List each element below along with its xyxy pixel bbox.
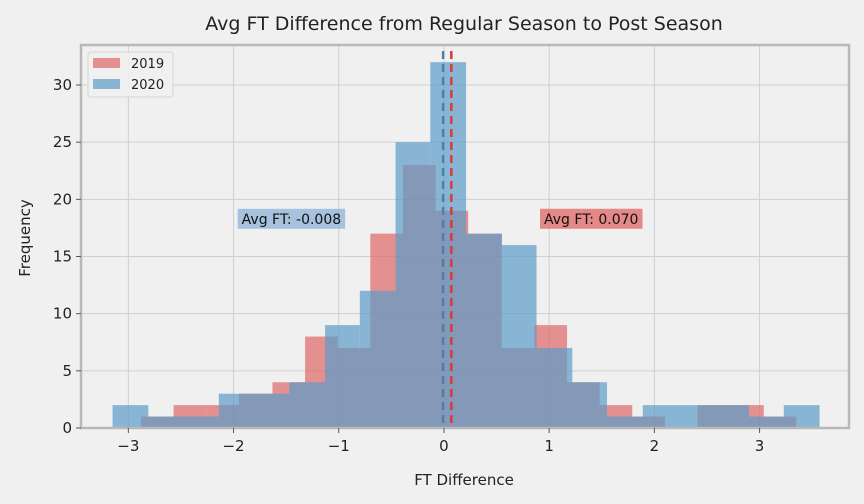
annotation-box <box>540 208 643 229</box>
bar-2020 <box>607 416 643 428</box>
y-tick-label: 30 <box>53 76 72 94</box>
bar-2020 <box>253 393 290 428</box>
annotation-0: Avg FT: -0.008 <box>237 208 346 229</box>
legend-swatch-2020 <box>93 79 120 89</box>
y-tick-label: 15 <box>53 248 72 266</box>
annotation-1: Avg FT: 0.070 <box>540 208 643 229</box>
bar-2020 <box>289 382 326 428</box>
x-tick-label: 2 <box>650 437 660 455</box>
x-axis-title: FT Difference <box>414 471 514 489</box>
x-axis-ticks: −3 −2 −1 0 1 2 3 <box>117 428 764 455</box>
y-tick-label: 0 <box>62 419 72 437</box>
bar-2020 <box>395 142 431 428</box>
x-tick-label: −3 <box>117 437 139 455</box>
bar-2020 <box>218 393 254 428</box>
bar-2020 <box>642 405 678 428</box>
bar-2020 <box>536 347 573 428</box>
x-tick-label: 1 <box>544 437 554 455</box>
plot-area: Avg FT: -0.008 Avg FT: 0.070−3 −2 −1 0 1 2 3051… <box>53 43 851 455</box>
series-2020 <box>112 62 820 428</box>
legend-label: 2020 <box>131 78 164 93</box>
y-tick-label: 25 <box>53 133 72 151</box>
bar-2020 <box>713 405 750 428</box>
bar-2020 <box>359 290 396 428</box>
bar-2020 <box>183 416 219 428</box>
bar-2020 <box>501 245 537 428</box>
bar-2020 <box>325 325 360 428</box>
y-axis-ticks: 0 5 10 15 20 25 30 <box>53 76 81 437</box>
bar-2020 <box>112 405 149 428</box>
y-tick-label: 20 <box>53 190 72 208</box>
bar-2020 <box>572 382 608 428</box>
x-tick-label: −1 <box>328 437 350 455</box>
bar-2020 <box>430 62 467 428</box>
legend: 2019 2020 <box>87 51 174 98</box>
bar-2020 <box>783 405 820 428</box>
bar-2020 <box>148 416 184 428</box>
bar-2020 <box>466 233 502 428</box>
x-tick-label: 3 <box>755 437 765 455</box>
annotation-box <box>237 208 346 229</box>
annotation-text: Avg FT: -0.008 <box>242 212 342 228</box>
legend-label: 2019 <box>131 57 164 72</box>
x-tick-label: 0 <box>439 437 449 455</box>
x-tick-label: −2 <box>222 437 244 455</box>
axes-frame <box>79 43 851 430</box>
legend-swatch-2019 <box>93 58 120 68</box>
y-tick-label: 10 <box>53 305 72 323</box>
chart-title: Avg FT Difference from Regular Season to… <box>205 13 723 35</box>
bar-2020 <box>749 416 784 428</box>
annotation-text: Avg FT: 0.070 <box>544 212 638 228</box>
y-tick-label: 5 <box>62 362 72 380</box>
bar-2020 <box>677 405 714 428</box>
y-axis-title: Frequency <box>16 199 34 277</box>
